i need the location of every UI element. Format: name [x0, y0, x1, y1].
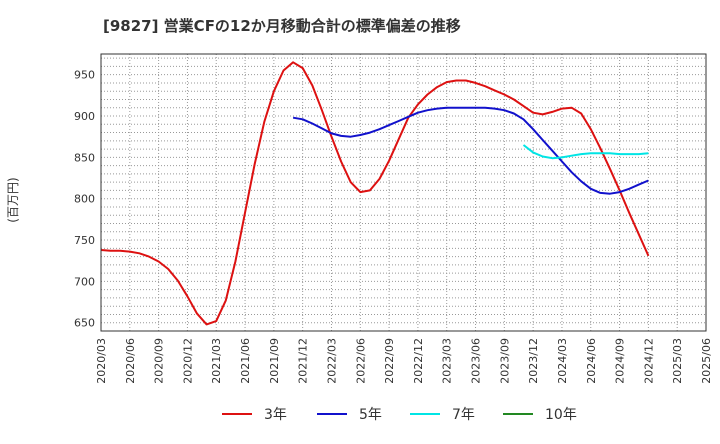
x-tick-label: 2025/03: [671, 338, 684, 384]
plot-frame: [100, 53, 707, 332]
y-tick-label: 950: [74, 69, 95, 82]
x-tick-label: 2021/12: [297, 338, 310, 384]
series-line-3年: [100, 61, 650, 326]
x-tick-label: 2023/03: [441, 338, 454, 384]
y-tick-label: 750: [74, 234, 95, 247]
legend-label: 5年: [359, 407, 382, 423]
y-tick-label: 700: [74, 275, 95, 288]
x-tick-label: 2023/06: [470, 338, 483, 384]
x-tick-label: 2022/12: [412, 338, 425, 384]
x-tick-label: 2023/12: [527, 338, 540, 384]
x-tick-label: 2021/03: [210, 338, 223, 384]
x-tick-label: 2021/06: [239, 338, 252, 384]
y-tick-label: 650: [74, 317, 95, 330]
legend-label: 10年: [545, 407, 577, 423]
y-tick-label: 900: [74, 110, 95, 123]
series-lines: [100, 61, 650, 326]
x-tick-label: 2020/09: [153, 338, 166, 384]
x-tick-label: 2022/06: [354, 338, 367, 384]
legend: 3年 5年 7年 10年: [222, 407, 577, 423]
x-tick-label: 2022/03: [325, 338, 338, 384]
x-tick-label: 2024/03: [556, 338, 569, 384]
x-tick-labels: 2020/03 2020/06 2020/09 2020/12 2021/03 2021/…: [95, 338, 713, 384]
legend-label: 3年: [264, 407, 287, 423]
y-tick-label: 800: [74, 193, 95, 206]
chart-title: [9827] 営業CFの12か月移動合計の標準偏差の推移: [103, 17, 461, 35]
series-line-7年: [522, 144, 649, 160]
x-tick-label: 2020/06: [124, 338, 137, 384]
y-axis-label: (百万円): [6, 177, 20, 222]
x-tick-label: 2020/03: [95, 338, 108, 384]
legend-label: 7年: [452, 407, 475, 423]
x-tick-label: 2024/06: [585, 338, 598, 384]
x-tick-label: 2022/09: [383, 338, 396, 384]
y-tick-labels: 650 700 750 800 850 900 950: [74, 69, 95, 330]
x-tick-label: 2024/09: [614, 338, 627, 384]
x-tick-label: 2025/06: [700, 338, 713, 384]
x-tick-label: 2020/12: [181, 338, 194, 384]
x-tick-label: 2023/09: [498, 338, 511, 384]
y-tick-label: 850: [74, 151, 95, 164]
series-line-5年: [292, 106, 649, 195]
x-tick-label: 2024/12: [642, 338, 655, 384]
x-tick-label: 2021/09: [268, 338, 281, 384]
